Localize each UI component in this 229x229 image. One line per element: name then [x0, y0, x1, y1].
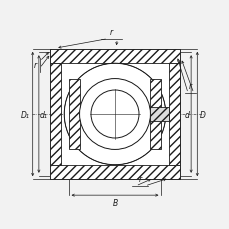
Bar — [169, 64, 179, 165]
Text: D: D — [199, 110, 205, 119]
Bar — [50, 165, 179, 179]
Bar — [150, 108, 169, 121]
Text: D₁: D₁ — [21, 110, 30, 119]
Circle shape — [79, 79, 150, 150]
Text: r: r — [188, 82, 191, 91]
Bar — [50, 64, 60, 165]
Text: d: d — [184, 110, 189, 119]
Bar — [150, 80, 161, 149]
Text: d₁: d₁ — [40, 110, 48, 119]
Text: r: r — [138, 174, 141, 183]
Bar — [68, 80, 79, 149]
Text: B: B — [112, 198, 117, 207]
Circle shape — [64, 64, 165, 165]
Circle shape — [91, 91, 138, 138]
Text: r: r — [109, 28, 113, 37]
Bar — [50, 50, 179, 64]
Text: r: r — [33, 61, 36, 70]
Bar — [50, 50, 179, 179]
